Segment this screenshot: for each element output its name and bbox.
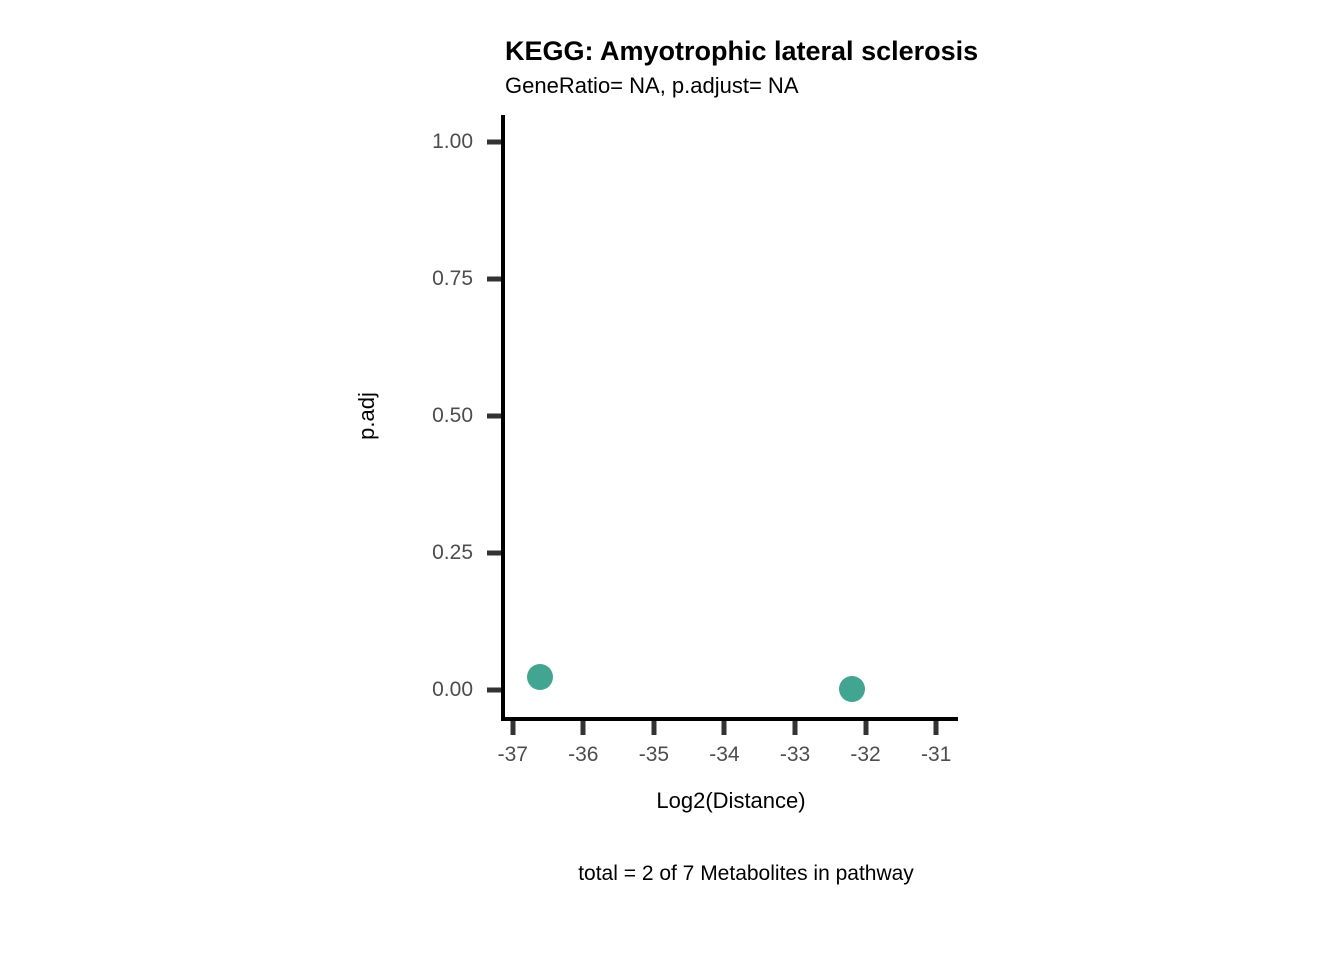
y-axis-title: p.adj: [354, 392, 379, 440]
y-axis-tick-label: 0.25: [432, 540, 473, 564]
x-axis-tick-label: -34: [709, 743, 740, 766]
x-axis-tick: [933, 721, 939, 735]
y-axis-tick: [487, 139, 501, 145]
x-axis-tick: [721, 721, 727, 735]
x-axis-tick-label: -36: [568, 743, 599, 766]
data-point: [526, 664, 553, 691]
y-axis-tick-label: 0.50: [432, 404, 473, 427]
y-axis-tick: [487, 413, 501, 419]
plot-panel: 0.00 0.25 0.50 0.75 1.00 -37 -36 -35 -34 -33 -32 -3…: [432, 115, 958, 766]
x-axis-tick: [580, 721, 586, 735]
x-axis-tick: [510, 721, 516, 735]
plot-title: KEGG: Amyotrophic lateral sclerosis: [505, 36, 979, 66]
x-axis-title: Log2(Distance): [656, 788, 806, 813]
y-axis-line: [501, 115, 505, 721]
y-axis-tick-label: 0.75: [432, 267, 473, 291]
y-axis-tick-label: 0.00: [432, 677, 473, 701]
x-axis-tick: [863, 721, 869, 735]
x-axis-tick-label: -33: [779, 743, 811, 766]
y-axis-tick: [487, 687, 501, 693]
x-axis-tick-label: -32: [850, 743, 881, 766]
y-axis-tick-label: 1.00: [432, 130, 473, 154]
x-axis-tick: [792, 721, 798, 735]
x-axis-line: [501, 717, 958, 721]
y-axis-tick: [487, 276, 501, 282]
x-axis-tick-label: -35: [638, 743, 670, 766]
x-axis-tick-label: -37: [497, 743, 528, 766]
plot-subtitle: GeneRatio= NA, p.adjust= NA: [505, 73, 799, 98]
y-axis-tick: [487, 550, 501, 556]
data-point: [839, 675, 866, 702]
plot-caption: total = 2 of 7 Metabolites in pathway: [578, 862, 914, 885]
x-axis-tick-label: -31: [920, 743, 952, 766]
x-axis-tick: [651, 721, 657, 735]
